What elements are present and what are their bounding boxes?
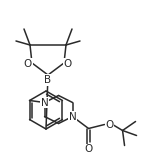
Text: O: O: [24, 59, 32, 69]
Text: B: B: [44, 75, 52, 85]
Text: O: O: [84, 144, 93, 155]
Text: N: N: [41, 97, 48, 108]
Text: O: O: [105, 120, 114, 129]
Text: N: N: [69, 112, 76, 122]
Text: O: O: [64, 59, 72, 69]
